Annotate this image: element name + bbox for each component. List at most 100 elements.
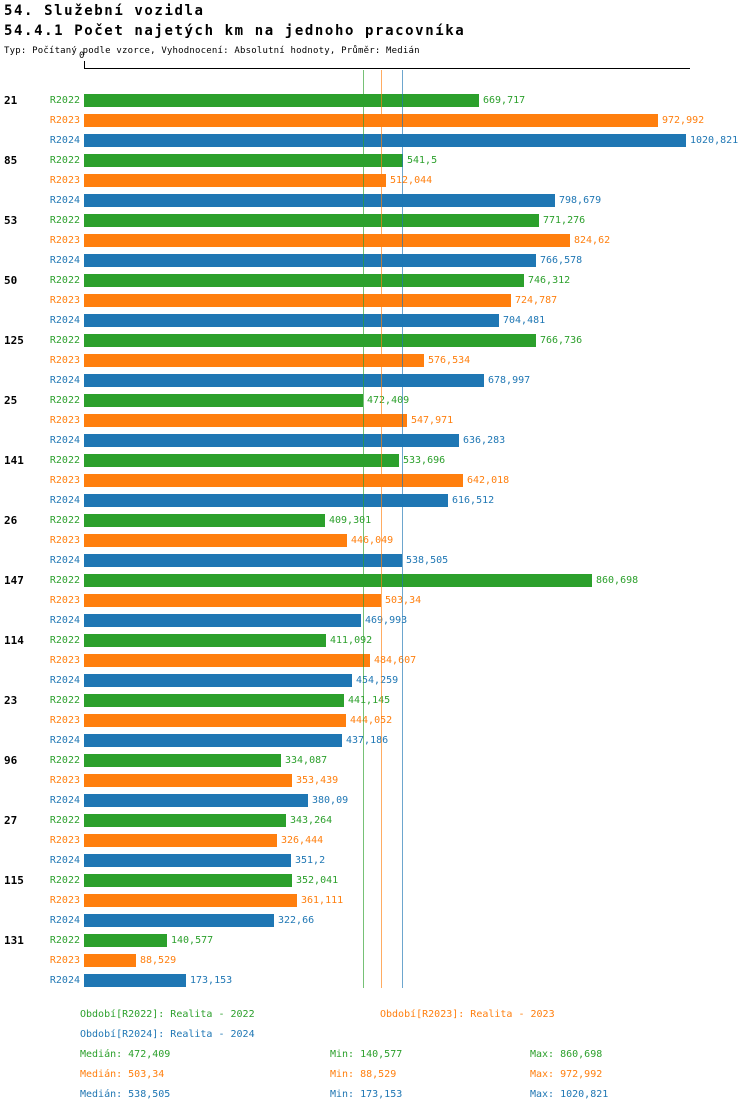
value-label-125-R2023: 576,534: [428, 355, 471, 366]
series-label-50-R2024: R2024: [49, 315, 80, 326]
series-label-26-R2024: R2024: [49, 555, 80, 566]
series-label-125-R2023: R2023: [49, 355, 80, 366]
bar-53-R2022: [84, 214, 539, 227]
series-label-50-R2022: R2022: [49, 275, 80, 286]
bar-50-R2022: [84, 274, 524, 287]
series-label-27-R2023: R2023: [49, 835, 80, 846]
series-label-50-R2023: R2023: [49, 295, 80, 306]
value-label-25-R2024: 636,283: [463, 435, 506, 446]
group-label-141: 141: [4, 454, 24, 467]
bar-96-R2023: [84, 774, 292, 787]
series-label-114-R2024: R2024: [49, 675, 80, 686]
group-label-25: 25: [4, 394, 18, 407]
bar-115-R2024: [84, 914, 274, 927]
value-label-131-R2023: 88,529: [140, 955, 177, 966]
bar-26-R2022: [84, 514, 325, 527]
series-label-53-R2022: R2022: [49, 215, 80, 226]
bar-25-R2024: [84, 434, 459, 447]
value-label-114-R2022: 411,092: [330, 635, 373, 646]
group-label-21: 21: [4, 94, 18, 107]
bar-125-R2022: [84, 334, 536, 347]
group-label-27: 27: [4, 814, 18, 827]
series-label-27-R2024: R2024: [49, 855, 80, 866]
value-label-96-R2023: 353,439: [296, 775, 339, 786]
value-label-147-R2024: 469,993: [365, 615, 408, 626]
value-label-23-R2023: 444,052: [350, 715, 393, 726]
value-label-141-R2023: 642,018: [467, 475, 510, 486]
stat-min-r2024: Min: 173,153: [330, 1089, 403, 1100]
axis-zero-label: 0: [79, 51, 85, 61]
series-label-21-R2023: R2023: [49, 115, 80, 126]
series-label-25-R2024: R2024: [49, 435, 80, 446]
bar-26-R2024: [84, 554, 402, 567]
median-line-R2024: [402, 70, 403, 988]
value-label-131-R2024: 173,153: [190, 975, 233, 986]
value-label-21-R2023: 972,992: [662, 115, 705, 126]
stat-min-r2022: Min: 140,577: [330, 1049, 403, 1060]
bar-21-R2024: [84, 134, 686, 147]
series-label-53-R2023: R2023: [49, 235, 80, 246]
series-label-85-R2022: R2022: [49, 155, 80, 166]
series-label-96-R2022: R2022: [49, 755, 80, 766]
value-label-27-R2022: 343,264: [290, 815, 333, 826]
series-label-147-R2023: R2023: [49, 595, 80, 606]
bar-131-R2022: [84, 934, 167, 947]
stat-median-r2023: Medián: 503,34: [80, 1069, 165, 1080]
axis-tick: [84, 61, 85, 68]
bar-131-R2023: [84, 954, 136, 967]
median-line-R2023: [381, 70, 382, 988]
value-label-21-R2022: 669,717: [483, 95, 526, 106]
group-label-131: 131: [4, 934, 24, 947]
stat-max-r2022: Max: 860,698: [530, 1049, 603, 1060]
bar-25-R2023: [84, 414, 407, 427]
group-label-115: 115: [4, 874, 24, 887]
bar-115-R2022: [84, 874, 292, 887]
value-label-125-R2022: 766,736: [540, 335, 583, 346]
value-label-85-R2024: 798,679: [559, 195, 602, 206]
value-label-27-R2023: 326,444: [281, 835, 324, 846]
chart-plot: 21 R2022 669,717 R2023 972,992 R2024 1020,821 8…: [4, 70, 738, 988]
bar-141-R2023: [84, 474, 463, 487]
bar-114-R2023: [84, 654, 370, 667]
series-label-141-R2022: R2022: [49, 455, 80, 466]
series-label-25-R2022: R2022: [49, 395, 80, 406]
group-label-85: 85: [4, 154, 18, 167]
series-label-125-R2024: R2024: [49, 375, 80, 386]
bar-96-R2022: [84, 754, 281, 767]
value-label-26-R2024: 538,505: [406, 555, 449, 566]
series-label-85-R2024: R2024: [49, 195, 80, 206]
series-label-147-R2022: R2022: [49, 575, 80, 586]
value-label-27-R2024: 351,2: [295, 855, 326, 866]
legend-item-r2022: Období[R2022]: Realita - 2022: [80, 1009, 255, 1020]
bar-27-R2022: [84, 814, 286, 827]
value-label-115-R2024: 322,66: [278, 915, 315, 926]
bar-26-R2023: [84, 534, 347, 547]
value-label-114-R2024: 454,259: [356, 675, 399, 686]
value-label-26-R2023: 446,049: [351, 535, 394, 546]
value-label-96-R2022: 334,087: [285, 755, 328, 766]
group-label-114: 114: [4, 634, 24, 647]
bar-147-R2022: [84, 574, 592, 587]
value-label-85-R2023: 512,044: [390, 175, 433, 186]
stat-median-r2024: Medián: 538,505: [80, 1089, 171, 1100]
series-label-27-R2022: R2022: [49, 815, 80, 826]
bar-147-R2023: [84, 594, 381, 607]
group-label-23: 23: [4, 694, 18, 707]
bar-115-R2023: [84, 894, 297, 907]
series-label-26-R2022: R2022: [49, 515, 80, 526]
value-label-25-R2023: 547,971: [411, 415, 454, 426]
bar-53-R2023: [84, 234, 570, 247]
series-label-23-R2022: R2022: [49, 695, 80, 706]
stat-max-r2024: Max: 1020,821: [530, 1089, 609, 1100]
value-label-115-R2022: 352,041: [296, 875, 339, 886]
bar-27-R2023: [84, 834, 277, 847]
bar-23-R2023: [84, 714, 346, 727]
value-label-53-R2024: 766,578: [540, 255, 583, 266]
series-label-115-R2024: R2024: [49, 915, 80, 926]
value-label-96-R2024: 380,09: [312, 795, 349, 806]
legend-item-r2024: Období[R2024]: Realita - 2024: [80, 1029, 255, 1040]
value-label-26-R2022: 409,301: [329, 515, 372, 526]
series-label-53-R2024: R2024: [49, 255, 80, 266]
series-label-125-R2022: R2022: [49, 335, 80, 346]
bar-27-R2024: [84, 854, 291, 867]
